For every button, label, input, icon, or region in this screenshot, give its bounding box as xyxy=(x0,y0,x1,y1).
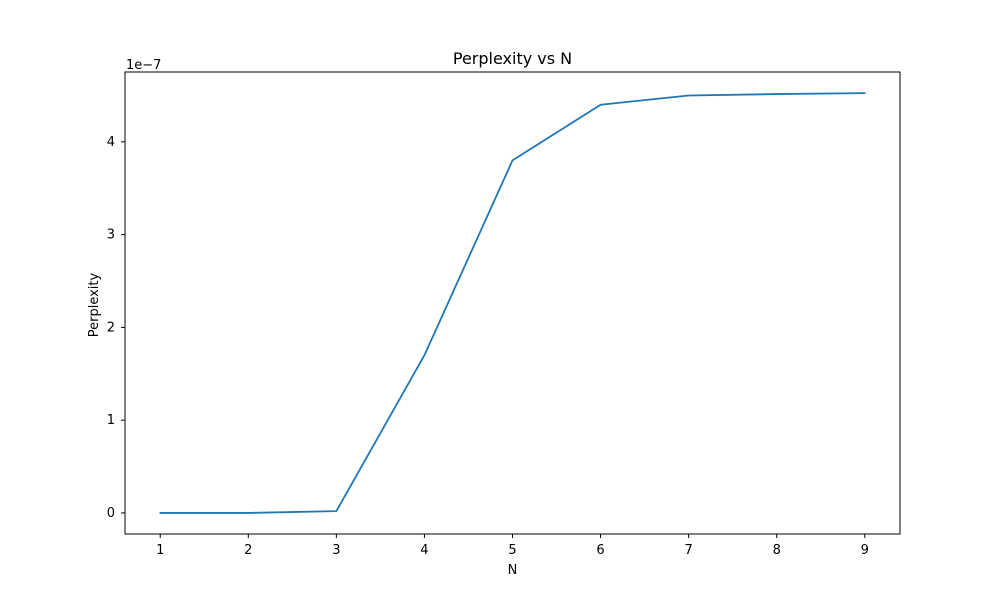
y-tick-label: 2 xyxy=(107,320,115,335)
plot-frame xyxy=(124,71,901,535)
y-tick-label: 0 xyxy=(107,506,115,521)
chart-title: Perplexity vs N xyxy=(453,49,572,68)
y-offset-label: 1e−7 xyxy=(126,58,161,73)
x-tick-label: 9 xyxy=(861,543,869,558)
x-tick-label: 5 xyxy=(508,543,516,558)
x-tick-label: 2 xyxy=(244,543,252,558)
y-tick-label: 3 xyxy=(107,228,115,243)
series-layer xyxy=(159,92,866,514)
x-tick-label: 7 xyxy=(684,543,692,558)
x-tick-label: 3 xyxy=(332,543,340,558)
x-tick-label: 1 xyxy=(156,543,164,558)
y-axis-label: Perplexity xyxy=(87,272,102,337)
x-tick-label: 8 xyxy=(773,543,781,558)
series-line xyxy=(159,92,866,514)
x-tick-label: 6 xyxy=(596,543,604,558)
x-tick-label: 4 xyxy=(420,543,428,558)
y-axis-ticks: 0 1 2 3 4 xyxy=(107,135,125,521)
y-tick-label: 1 xyxy=(107,413,115,428)
y-tick-label: 4 xyxy=(107,135,115,150)
x-axis-ticks: 1 2 3 4 5 6 7 8 9 xyxy=(156,534,869,558)
x-axis-label: N xyxy=(508,563,518,578)
